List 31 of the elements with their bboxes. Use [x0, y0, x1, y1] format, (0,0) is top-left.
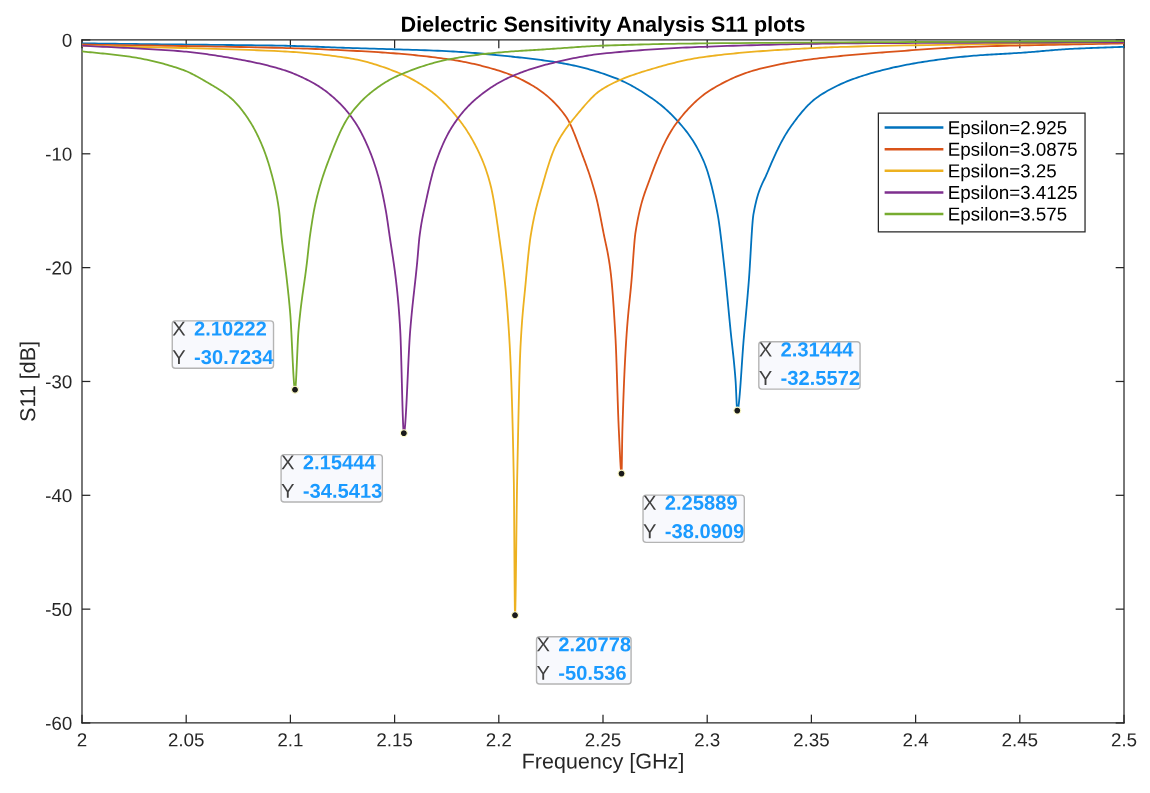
- y-tick-label: 0: [62, 33, 72, 47]
- y-tick-label: -60: [46, 716, 72, 730]
- y-axis-title: S11 [dB]: [19, 342, 40, 421]
- legend-label: Epsilon=3.25: [949, 163, 1056, 182]
- x-tick-label: 2.45: [1002, 733, 1038, 747]
- y-tick-label: -20: [46, 261, 72, 275]
- x-tick-label: 2: [77, 733, 87, 747]
- y-tick-label: -40: [46, 489, 72, 503]
- x-tick-label: 2.3: [695, 733, 720, 747]
- legend-label: Epsilon=3.0875: [949, 142, 1077, 160]
- annotation: X 2.25889 Y -38.0909: [643, 495, 744, 539]
- legend-label: Epsilon=3.575: [949, 206, 1067, 225]
- annotation: X 2.10222 Y -30.7234: [172, 321, 274, 365]
- x-tick-label: 2.5: [1111, 733, 1137, 747]
- legend-label: Epsilon=3.4125: [949, 185, 1077, 203]
- annotation: X 2.31444 Y -32.5572: [759, 342, 860, 386]
- x-tick-label: 2.05: [168, 733, 204, 747]
- x-tick-label: 2.4: [903, 733, 929, 747]
- annotation: X 2.20778 Y -50.536: [536, 637, 631, 681]
- annotation: X 2.15444 Y -34.5413: [281, 455, 382, 498]
- legend-label: Epsilon=2.925: [949, 120, 1067, 139]
- x-axis-title: Frequency [GHz]: [523, 752, 683, 774]
- x-tick-label: 2.1: [278, 733, 303, 747]
- y-tick-label: -30: [46, 375, 72, 389]
- chart-title: Dielectric Sensitivity Analysis S11 plots: [402, 16, 805, 37]
- x-tick-label: 2.2: [486, 733, 511, 747]
- y-tick-label: -50: [46, 602, 72, 617]
- y-tick-label: -10: [46, 147, 72, 161]
- x-tick-label: 2.35: [794, 733, 829, 747]
- x-tick-label: 2.15: [377, 733, 413, 747]
- x-tick-label: 2.25: [585, 733, 621, 747]
